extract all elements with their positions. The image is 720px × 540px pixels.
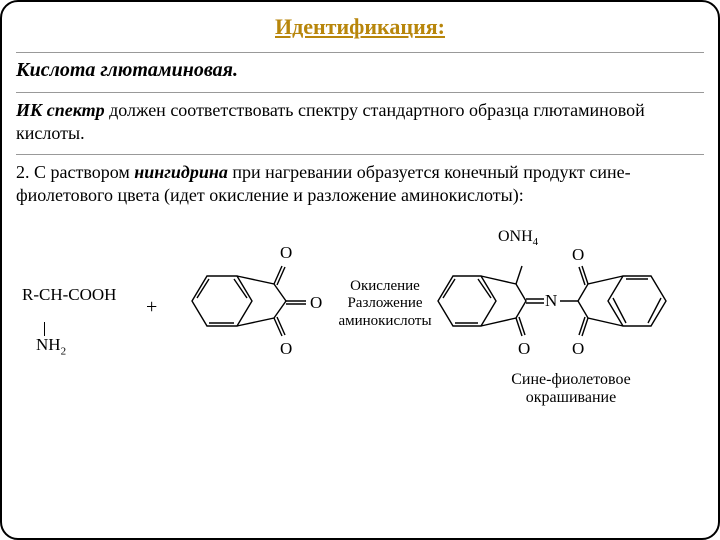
caption-l2: окрашивание — [446, 389, 696, 407]
ik-rest: должен соответствовать спектру стандартн… — [16, 100, 645, 143]
o-label-bottom: O — [280, 339, 292, 358]
product-structure: N O O O — [426, 236, 706, 376]
bond-line — [44, 322, 45, 336]
divider — [16, 52, 704, 53]
amino-line1: R-CH-COOH — [22, 286, 116, 304]
ninhydrin-structure: O O O — [174, 236, 329, 371]
ik-prefix: ИК спектр — [16, 100, 105, 120]
caption-l1: Сине-фиолетовое — [446, 371, 696, 389]
amino-nh2: NH2 — [36, 336, 66, 358]
section-heading: Кислота глютаминовая. — [16, 59, 704, 82]
reaction-scheme: R-CH-COOH NH2 + — [16, 216, 704, 391]
o-label: O — [572, 245, 584, 264]
divider — [16, 92, 704, 93]
paragraph-ik: ИК спектр должен соответствовать спектру… — [16, 99, 704, 144]
p2-num: 2. С раствором — [16, 162, 134, 182]
n-bridge: N — [545, 291, 557, 310]
page-title: Идентификация: — [16, 14, 704, 40]
divider — [16, 154, 704, 155]
paragraph-ninhydrin: 2. С раствором нингидрина при нагревании… — [16, 161, 704, 206]
o-label: O — [572, 339, 584, 358]
p2-reagent: нингидрина — [134, 162, 228, 182]
o-label: O — [518, 339, 530, 358]
o-label-top: O — [280, 243, 292, 262]
o-label-right: O — [310, 293, 322, 312]
amino-acid-formula: R-CH-COOH NH2 — [22, 286, 116, 304]
product-caption: Сине-фиолетовое окрашивание — [446, 371, 696, 407]
ninhydrin-svg: O O O — [174, 236, 329, 366]
plus-sign: + — [146, 296, 157, 319]
slide-frame: Идентификация: Кислота глютаминовая. ИК … — [0, 0, 720, 540]
product-svg: N O O O — [426, 236, 706, 371]
